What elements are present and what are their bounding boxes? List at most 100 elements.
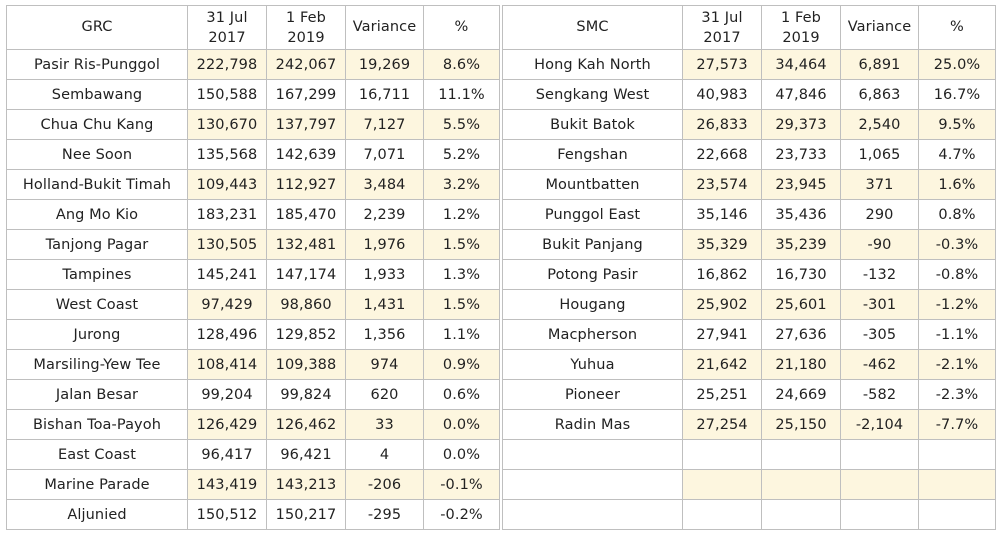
- cell-2017: 23,574: [682, 169, 762, 200]
- cell-variance: 7,071: [345, 139, 424, 170]
- cell-variance: -206: [345, 469, 424, 500]
- cell-2017: 16,862: [682, 259, 762, 290]
- table-row: Pasir Ris-Punggol 222,798 242,067 19,269 8.6…: [6, 49, 500, 80]
- cell-2019: 35,436: [761, 199, 841, 230]
- cell-2017: [682, 469, 762, 500]
- cell-variance: 4: [345, 439, 424, 470]
- cell-name: Radin Mas: [502, 409, 683, 440]
- cell-2019: [761, 469, 841, 500]
- cell-name: Potong Pasir: [502, 259, 683, 290]
- table-row: Fengshan 22,668 23,733 1,065 4.7%: [502, 139, 996, 170]
- cell-2019: 99,824: [266, 379, 346, 410]
- table-row: Ang Mo Kio 183,231 185,470 2,239 1.2%: [6, 199, 500, 230]
- cell-2017: 22,668: [682, 139, 762, 170]
- cell-name: Mountbatten: [502, 169, 683, 200]
- cell-variance: 19,269: [345, 49, 424, 80]
- cell-variance: 1,431: [345, 289, 424, 320]
- cell-variance: 16,711: [345, 79, 424, 110]
- cell-variance: [840, 469, 919, 500]
- cell-variance: -301: [840, 289, 919, 320]
- cell-2019: 23,733: [761, 139, 841, 170]
- cell-variance: 3,484: [345, 169, 424, 200]
- cell-variance: -2,104: [840, 409, 919, 440]
- table-row: Sembawang 150,588 167,299 16,711 11.1%: [6, 79, 500, 110]
- cell-2017: 96,417: [187, 439, 267, 470]
- cell-name: Yuhua: [502, 349, 683, 380]
- cell-2019: 96,421: [266, 439, 346, 470]
- cell-2017: 150,512: [187, 499, 267, 530]
- cell-variance: -132: [840, 259, 919, 290]
- cell-2017: 35,329: [682, 229, 762, 260]
- cell-2017: 97,429: [187, 289, 267, 320]
- cell-pct: -1.1%: [918, 319, 996, 350]
- grc-table: GRC 31 Jul 2017 1 Feb 2019 Variance % Pasi…: [6, 5, 500, 530]
- table-row: Punggol East 35,146 35,436 290 0.8%: [502, 199, 996, 230]
- grc-header-row: GRC 31 Jul 2017 1 Feb 2019 Variance %: [6, 5, 500, 50]
- table-row: Potong Pasir 16,862 16,730 -132 -0.8%: [502, 259, 996, 290]
- cell-variance: -305: [840, 319, 919, 350]
- cell-2017: 27,254: [682, 409, 762, 440]
- cell-pct: -0.2%: [423, 499, 500, 530]
- cell-variance: -462: [840, 349, 919, 380]
- cell-variance: 290: [840, 199, 919, 230]
- grc-header-2017: 31 Jul 2017: [187, 5, 267, 50]
- cell-2019: [761, 439, 841, 470]
- cell-pct: 0.6%: [423, 379, 500, 410]
- cell-2017: 222,798: [187, 49, 267, 80]
- table-row: Jalan Besar 99,204 99,824 620 0.6%: [6, 379, 500, 410]
- cell-pct: [918, 499, 996, 530]
- cell-variance: 1,065: [840, 139, 919, 170]
- cell-name: West Coast: [6, 289, 188, 320]
- cell-2017: 128,496: [187, 319, 267, 350]
- table-row: Hong Kah North 27,573 34,464 6,891 25.0%: [502, 49, 996, 80]
- cell-2017: 25,251: [682, 379, 762, 410]
- cell-2019: 242,067: [266, 49, 346, 80]
- cell-variance: 371: [840, 169, 919, 200]
- grc-header-2019: 1 Feb 2019: [266, 5, 346, 50]
- table-row: [502, 499, 996, 530]
- smc-header-variance: Variance: [840, 5, 919, 50]
- cell-2019: 24,669: [761, 379, 841, 410]
- cell-pct: 1.1%: [423, 319, 500, 350]
- cell-2019: 25,150: [761, 409, 841, 440]
- table-row: Hougang 25,902 25,601 -301 -1.2%: [502, 289, 996, 320]
- cell-pct: 0.8%: [918, 199, 996, 230]
- cell-2017: 21,642: [682, 349, 762, 380]
- cell-pct: [918, 439, 996, 470]
- grc-header-pct: %: [423, 5, 500, 50]
- cell-variance: -90: [840, 229, 919, 260]
- cell-2017: 130,505: [187, 229, 267, 260]
- cell-name: Punggol East: [502, 199, 683, 230]
- cell-2017: 27,941: [682, 319, 762, 350]
- table-row: Mountbatten 23,574 23,945 371 1.6%: [502, 169, 996, 200]
- cell-variance: 1,356: [345, 319, 424, 350]
- cell-2019: 25,601: [761, 289, 841, 320]
- cell-2019: 126,462: [266, 409, 346, 440]
- cell-2019: 29,373: [761, 109, 841, 140]
- table-row: Nee Soon 135,568 142,639 7,071 5.2%: [6, 139, 500, 170]
- cell-2019: 147,174: [266, 259, 346, 290]
- cell-2019: 185,470: [266, 199, 346, 230]
- cell-2017: 108,414: [187, 349, 267, 380]
- cell-pct: 5.2%: [423, 139, 500, 170]
- cell-2019: 167,299: [266, 79, 346, 110]
- cell-name: Sembawang: [6, 79, 188, 110]
- table-row: Macpherson 27,941 27,636 -305 -1.1%: [502, 319, 996, 350]
- cell-pct: -7.7%: [918, 409, 996, 440]
- table-row: Pioneer 25,251 24,669 -582 -2.3%: [502, 379, 996, 410]
- cell-name: Jalan Besar: [6, 379, 188, 410]
- table-row: Sengkang West 40,983 47,846 6,863 16.7%: [502, 79, 996, 110]
- cell-pct: 5.5%: [423, 109, 500, 140]
- cell-2019: [761, 499, 841, 530]
- cell-name: Ang Mo Kio: [6, 199, 188, 230]
- cell-name: Marine Parade: [6, 469, 188, 500]
- cell-name: Tampines: [6, 259, 188, 290]
- cell-name: Nee Soon: [6, 139, 188, 170]
- cell-name: Sengkang West: [502, 79, 683, 110]
- cell-pct: 4.7%: [918, 139, 996, 170]
- cell-pct: 16.7%: [918, 79, 996, 110]
- cell-pct: 1.2%: [423, 199, 500, 230]
- table-row: Radin Mas 27,254 25,150 -2,104 -7.7%: [502, 409, 996, 440]
- cell-variance: 6,891: [840, 49, 919, 80]
- smc-header-name: SMC: [502, 5, 683, 50]
